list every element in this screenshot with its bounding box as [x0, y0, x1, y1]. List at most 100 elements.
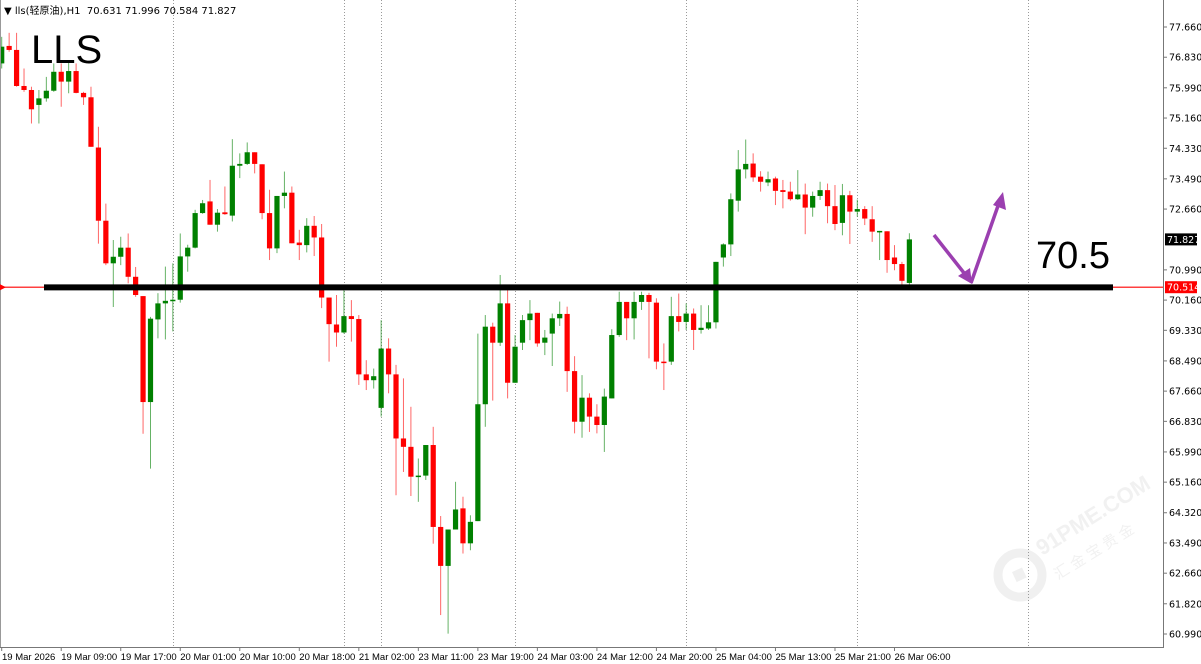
- candle[interactable]: [839, 183, 846, 236]
- candle[interactable]: [274, 195, 280, 254]
- candle[interactable]: [512, 335, 518, 383]
- candle[interactable]: [891, 245, 898, 271]
- candle[interactable]: [58, 63, 64, 107]
- candle[interactable]: [490, 322, 496, 401]
- candle[interactable]: [371, 368, 377, 389]
- candle[interactable]: [438, 516, 444, 616]
- candle[interactable]: [430, 426, 436, 544]
- candle[interactable]: [289, 186, 295, 244]
- candle[interactable]: [698, 305, 704, 334]
- candle[interactable]: [222, 186, 228, 215]
- candle[interactable]: [333, 294, 340, 347]
- candle[interactable]: [214, 209, 221, 232]
- candle[interactable]: [103, 203, 109, 266]
- candle[interactable]: [795, 170, 801, 200]
- candle[interactable]: [460, 496, 466, 554]
- candle[interactable]: [616, 291, 622, 337]
- time-axis[interactable]: 19 Mar 2026 19 Mar 09:00 19 Mar 17:00 20 Ma…: [1, 647, 951, 663]
- candle[interactable]: [13, 32, 20, 87]
- candle[interactable]: [586, 393, 593, 432]
- candle[interactable]: [244, 142, 250, 166]
- candle[interactable]: [125, 233, 131, 284]
- candle[interactable]: [832, 185, 838, 231]
- candle[interactable]: [452, 481, 459, 530]
- candle[interactable]: [281, 171, 288, 209]
- candle[interactable]: [66, 61, 72, 94]
- candle[interactable]: [88, 86, 94, 147]
- candle[interactable]: [363, 360, 369, 391]
- candle[interactable]: [646, 292, 652, 359]
- projection-arrows[interactable]: [932, 192, 1006, 284]
- candle[interactable]: [519, 315, 526, 350]
- candle[interactable]: [579, 375, 585, 438]
- candle[interactable]: [906, 233, 912, 285]
- candle[interactable]: [899, 261, 905, 286]
- candle[interactable]: [482, 315, 488, 427]
- candle[interactable]: [415, 458, 421, 502]
- candle[interactable]: [393, 364, 399, 496]
- candle[interactable]: [571, 356, 578, 434]
- candle[interactable]: [817, 181, 823, 200]
- candle[interactable]: [735, 150, 741, 212]
- candle[interactable]: [6, 32, 12, 52]
- candle[interactable]: [140, 296, 146, 434]
- candle[interactable]: [192, 209, 198, 249]
- candle[interactable]: [467, 515, 474, 551]
- candle[interactable]: [824, 183, 831, 224]
- candle[interactable]: [348, 300, 354, 342]
- candle[interactable]: [757, 171, 764, 192]
- candle[interactable]: [802, 183, 808, 235]
- candle[interactable]: [207, 179, 213, 225]
- candle[interactable]: [408, 406, 414, 496]
- candle[interactable]: [743, 139, 749, 179]
- candle[interactable]: [162, 266, 168, 340]
- price-axis[interactable]: 77.660 76.830 75.990 75.160 74.330 73.490 72.6…: [1163, 23, 1201, 641]
- candle[interactable]: [661, 343, 667, 391]
- candle[interactable]: [601, 388, 607, 452]
- candle[interactable]: [155, 293, 161, 339]
- candle[interactable]: [326, 297, 332, 362]
- candle[interactable]: [750, 153, 756, 182]
- candle[interactable]: [110, 240, 116, 308]
- candle[interactable]: [624, 301, 630, 341]
- candle[interactable]: [683, 303, 689, 330]
- candle[interactable]: [266, 189, 273, 261]
- candle[interactable]: [170, 263, 176, 332]
- candle[interactable]: [133, 266, 139, 297]
- candle[interactable]: [36, 89, 42, 124]
- candle[interactable]: [705, 305, 712, 330]
- candle[interactable]: [51, 63, 57, 92]
- candle[interactable]: [772, 176, 779, 206]
- candle[interactable]: [557, 301, 563, 326]
- candle[interactable]: [676, 293, 682, 332]
- candle[interactable]: [311, 215, 317, 257]
- candle[interactable]: [423, 445, 429, 480]
- candle[interactable]: [884, 231, 890, 273]
- candle[interactable]: [594, 404, 600, 434]
- candle[interactable]: [609, 329, 615, 399]
- candle[interactable]: [527, 300, 533, 341]
- candle[interactable]: [21, 68, 27, 92]
- candle[interactable]: [713, 261, 719, 329]
- candle[interactable]: [564, 306, 570, 392]
- candle[interactable]: [304, 218, 310, 253]
- candle[interactable]: [720, 243, 726, 267]
- candle[interactable]: [252, 152, 258, 174]
- candle[interactable]: [378, 320, 384, 417]
- candle[interactable]: [549, 313, 555, 367]
- candle[interactable]: [0, 36, 5, 69]
- candle[interactable]: [780, 179, 786, 209]
- candle[interactable]: [296, 229, 302, 261]
- candle[interactable]: [400, 378, 407, 472]
- candle[interactable]: [638, 291, 645, 310]
- candle[interactable]: [728, 193, 734, 257]
- triangle-down-icon[interactable]: ▼: [4, 6, 15, 17]
- candle[interactable]: [28, 86, 35, 124]
- candle[interactable]: [229, 139, 235, 222]
- candle[interactable]: [810, 191, 816, 217]
- candle[interactable]: [185, 244, 191, 272]
- candle[interactable]: [691, 308, 697, 350]
- candle[interactable]: [847, 190, 853, 245]
- candle[interactable]: [385, 338, 392, 394]
